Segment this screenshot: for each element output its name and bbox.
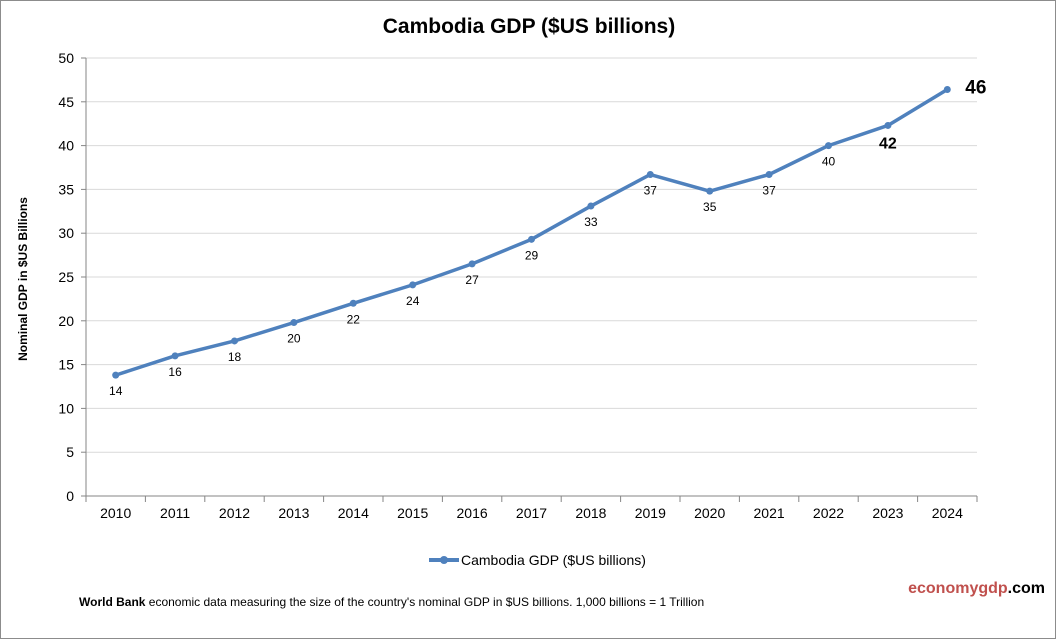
y-tick-label: 10	[58, 400, 74, 416]
y-tick-label: 45	[58, 94, 74, 110]
data-label: 27	[465, 273, 479, 287]
data-point	[290, 319, 298, 327]
x-tick-label: 2018	[575, 505, 606, 521]
data-point	[171, 352, 179, 360]
x-tick-label: 2013	[278, 505, 309, 521]
y-tick-label: 30	[58, 225, 74, 241]
data-point	[587, 202, 595, 210]
data-label: 37	[762, 184, 776, 198]
x-tick-label: 2015	[397, 505, 428, 521]
x-tick-label: 2022	[813, 505, 844, 521]
data-label: 46	[965, 78, 986, 99]
data-point	[349, 299, 357, 307]
legend-label: Cambodia GDP ($US billions)	[461, 552, 646, 568]
x-tick-label: 2012	[219, 505, 250, 521]
data-point	[765, 171, 773, 179]
data-point	[825, 142, 832, 150]
x-tick-label: 2011	[160, 505, 190, 521]
x-tick-label: 2014	[338, 505, 369, 521]
y-tick-label: 5	[66, 444, 74, 460]
data-label: 22	[347, 312, 361, 326]
data-label: 40	[822, 155, 836, 169]
data-label: 18	[228, 350, 242, 364]
y-tick-label: 15	[58, 357, 74, 373]
brand-logo: economygdp.com	[908, 580, 1045, 598]
legend-line-marker	[429, 556, 459, 564]
x-tick-label: 2020	[694, 505, 725, 521]
chart-title: Cambodia GDP ($US billions)	[382, 15, 676, 38]
x-tick-label: 2024	[932, 505, 963, 521]
data-point	[646, 171, 654, 179]
data-point	[409, 281, 417, 289]
series-line	[115, 88, 949, 377]
data-label: 29	[525, 248, 539, 262]
y-tick-label: 50	[58, 50, 74, 66]
brand-part1: economygdp	[908, 580, 1008, 597]
x-tick-label: 2019	[635, 505, 666, 521]
y-tick-label: 35	[58, 181, 74, 197]
y-tick-label: 40	[58, 138, 74, 154]
y-tick-label: 20	[58, 313, 74, 329]
data-point	[706, 187, 714, 195]
x-tick-label: 2016	[457, 505, 488, 521]
data-point	[943, 86, 951, 94]
y-tick-label: 25	[58, 269, 74, 285]
data-label: 16	[168, 365, 182, 379]
source-name: World Bank	[79, 595, 146, 609]
data-point	[468, 260, 476, 268]
x-tick-label: 2010	[100, 505, 131, 521]
data-point	[231, 337, 238, 345]
data-point	[884, 121, 892, 129]
brand-part2: .com	[1007, 580, 1045, 597]
legend: Cambodia GDP ($US billions)	[429, 552, 646, 568]
x-tick-label: 2017	[516, 505, 547, 521]
data-label: 35	[703, 200, 717, 214]
data-point	[112, 371, 120, 379]
x-tick-label: 2021	[754, 505, 785, 521]
source-note: World Bank economic data measuring the s…	[79, 595, 704, 609]
data-label: 37	[644, 184, 658, 198]
source-text: economic data measuring the size of the …	[145, 595, 705, 609]
data-label: 42	[879, 135, 897, 152]
data-label: 33	[584, 215, 598, 229]
data-point	[528, 235, 535, 243]
y-tick-label: 0	[66, 488, 74, 504]
data-label: 24	[406, 294, 420, 308]
data-label: 14	[109, 384, 123, 398]
x-tick-label: 2023	[872, 505, 903, 521]
data-label: 20	[287, 332, 301, 346]
